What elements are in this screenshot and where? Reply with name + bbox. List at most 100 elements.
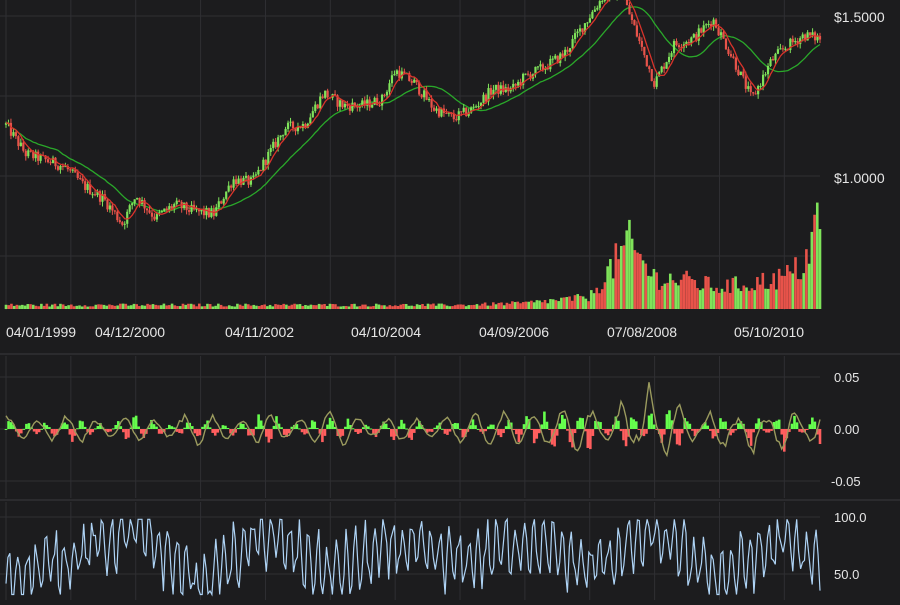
candle-body <box>564 49 567 57</box>
volume-bar <box>655 272 658 309</box>
macd-histogram-bar <box>387 427 391 429</box>
candle-body <box>727 49 730 55</box>
candle-body <box>714 19 718 28</box>
volume-bar <box>698 290 702 309</box>
volume-bar <box>380 305 383 309</box>
rsi-pane[interactable]: 100.0 50.0 <box>0 502 867 600</box>
candle-body <box>759 85 762 87</box>
macd-histogram-bar <box>555 429 559 436</box>
macd-histogram-bar <box>382 421 385 429</box>
volume-bar <box>541 302 544 309</box>
volume-bar <box>217 303 220 309</box>
candle-body <box>267 151 270 165</box>
macd-pane[interactable]: 0.05 0.00 -0.05 <box>0 356 861 498</box>
candle-body <box>796 41 799 45</box>
candle-body <box>809 32 812 36</box>
volume-bar <box>742 285 746 309</box>
macd-histogram-bar <box>680 429 684 434</box>
volume-bar <box>410 305 413 309</box>
candle-body <box>747 86 750 89</box>
volume-bar <box>587 301 590 309</box>
volume-bar <box>467 305 471 309</box>
macd-histogram-bar <box>168 424 171 429</box>
macd-histogram-bar <box>660 429 664 443</box>
candle-body <box>522 73 525 86</box>
macd-histogram-bar <box>203 424 207 429</box>
candle-body <box>304 124 307 128</box>
macd-histogram-bar <box>767 429 771 433</box>
candle-body <box>539 64 542 67</box>
macd-histogram-bar <box>367 426 370 429</box>
candle-body <box>663 66 666 69</box>
volume-bar <box>170 303 174 309</box>
macd-histogram-bar <box>775 420 778 429</box>
macd-histogram-bar <box>318 429 322 434</box>
volume-bar <box>745 287 748 309</box>
candle-body <box>628 4 631 15</box>
candle-body <box>700 28 703 33</box>
candle-body <box>779 48 782 50</box>
volume-bar <box>603 282 607 309</box>
macd-histogram-bar <box>811 417 814 429</box>
candle-body <box>769 59 772 67</box>
volume-bar <box>271 306 275 309</box>
candle-body <box>601 1 604 3</box>
macd-histogram-bar <box>634 421 638 429</box>
macd-histogram-bar <box>356 429 360 434</box>
candle-body <box>74 169 77 173</box>
macd-histogram-bar <box>295 424 299 429</box>
macd-histogram-bar <box>492 424 495 429</box>
candle-body <box>165 208 168 211</box>
macd-histogram-bar <box>711 429 715 439</box>
macd-histogram-bar <box>27 423 31 429</box>
candle-body <box>14 132 17 137</box>
macd-histogram-bar <box>76 428 79 430</box>
candle-body <box>143 200 146 209</box>
candle-body <box>145 208 149 211</box>
candle-body <box>737 69 740 75</box>
volume-bar <box>15 304 19 309</box>
volume-bar <box>184 304 187 309</box>
macd-histogram-bar <box>300 429 304 433</box>
candle-body <box>249 177 253 185</box>
volume-bar <box>132 303 136 309</box>
volume-bar <box>40 303 43 309</box>
volume-bar <box>244 303 247 309</box>
macd-histogram-bar <box>497 429 500 436</box>
candle-body <box>101 194 104 202</box>
candle-body <box>91 194 94 196</box>
price-tick-label: $1.5000 <box>834 9 885 25</box>
candle-body <box>9 122 13 136</box>
price-pane[interactable]: $1.5000 $1.0000 <box>0 0 885 310</box>
macd-histogram-bar <box>418 420 421 429</box>
macd-histogram-bar <box>428 429 431 432</box>
volume-bar <box>486 305 490 309</box>
macd-histogram-bar <box>430 429 434 432</box>
candle-body <box>638 36 641 41</box>
macd-histogram-bar <box>665 414 669 429</box>
volume-bar <box>173 305 177 309</box>
volume-bar <box>143 305 147 309</box>
candle-body <box>445 112 448 114</box>
macd-histogram-bar <box>530 429 533 430</box>
volume-bar <box>252 304 256 309</box>
candle-body <box>415 79 418 83</box>
candle-body <box>423 90 426 98</box>
volume-bar <box>301 306 305 309</box>
volume-bar <box>554 300 558 309</box>
macd-histogram-bar <box>359 429 362 433</box>
candle-body <box>551 58 554 60</box>
volume-bar <box>91 306 95 309</box>
macd-histogram-bar <box>686 421 689 429</box>
volume-bar <box>709 287 713 309</box>
volume-bar <box>402 303 405 309</box>
macd-tick-label: 0.05 <box>834 370 859 385</box>
candle-body <box>361 100 364 106</box>
volume-bar <box>102 304 106 309</box>
macd-histogram-bar <box>410 429 414 440</box>
macd-histogram-bar <box>7 421 10 429</box>
volume-bar <box>413 306 416 309</box>
macd-histogram-bar <box>313 421 317 429</box>
